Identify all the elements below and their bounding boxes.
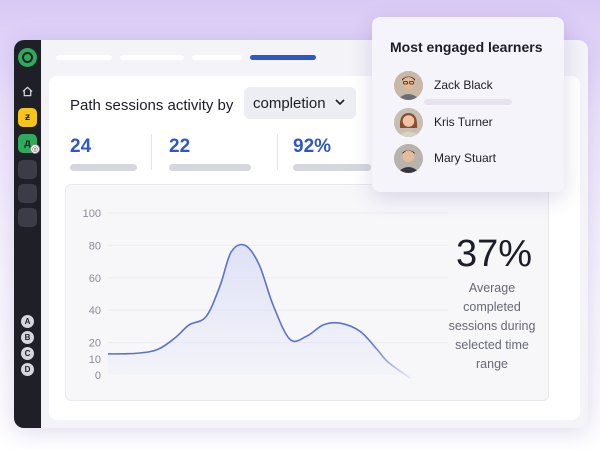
home-icon-glyph (22, 86, 33, 97)
app-logo[interactable] (18, 48, 37, 67)
metric-dropdown[interactable]: completion (244, 87, 356, 119)
kpi-bar (70, 164, 137, 171)
kpi-completion-rate: 92% (293, 136, 371, 171)
learner-item[interactable]: Zack Black (394, 70, 493, 100)
series-area (108, 244, 411, 379)
kpi-value: 22 (169, 136, 191, 157)
kpi-bar (293, 164, 371, 171)
metric-dropdown-value: completion (253, 94, 326, 112)
home-icon[interactable] (18, 82, 37, 101)
chart-card: 0 10 20 40 60 80 100 37% Average completed ses… (65, 184, 549, 401)
status-badge: ◎ (30, 144, 40, 154)
activity-chart: 0 10 20 40 60 80 100 (83, 208, 448, 382)
y-tick-label: 10 (89, 354, 101, 366)
y-tick-label: 80 (89, 240, 101, 252)
y-tick-label: 20 (89, 338, 101, 350)
panel-title: Path sessions activity by (70, 97, 234, 114)
sidebar-item-placeholder[interactable] (18, 184, 37, 203)
sidebar-letter-b[interactable]: B (21, 331, 34, 344)
divider (277, 134, 278, 170)
sidebar-letter-a[interactable]: A (21, 315, 34, 328)
summary-percent: 37% (455, 233, 533, 275)
learner-name: Zack Black (434, 78, 493, 92)
background-placeholder (424, 99, 512, 105)
learner-name: Mary Stuart (434, 151, 497, 165)
kpi-sessions: 24 (70, 136, 137, 171)
avatar (394, 70, 423, 100)
tab-placeholder[interactable] (56, 55, 112, 60)
sidebar-letter-d[interactable]: D (21, 363, 34, 376)
tab-placeholder[interactable] (192, 55, 242, 60)
sidebar: ƶ д ◎ A B C D (14, 40, 41, 428)
summary-description: Average completed sessions during select… (448, 281, 536, 371)
y-tick-label: 60 (89, 273, 101, 285)
kpi-value: 24 (70, 136, 92, 157)
y-tick-label: 0 (95, 370, 101, 382)
series-line (107, 243, 411, 379)
tab-placeholder[interactable] (120, 55, 184, 60)
avatar-photo (394, 107, 423, 137)
divider (151, 134, 152, 170)
avatar (394, 107, 423, 137)
most-engaged-learners-card: Most engaged learners Zack Black Kris Tu (372, 17, 564, 192)
kpi-completed: 22 (169, 136, 251, 171)
avatar (394, 143, 423, 173)
sidebar-item-placeholder[interactable] (18, 160, 37, 179)
kpi-bar (169, 164, 251, 171)
learners-title: Most engaged learners (390, 39, 543, 55)
sidebar-item-placeholder[interactable] (18, 208, 37, 227)
avatar-photo (394, 70, 423, 100)
y-tick-label: 40 (89, 305, 101, 317)
sidebar-letter-c[interactable]: C (21, 347, 34, 360)
learner-item[interactable]: Kris Turner (394, 107, 493, 137)
kpi-value: 92% (293, 136, 332, 157)
sidebar-item-yellow-app[interactable]: ƶ (18, 108, 37, 127)
learner-name: Kris Turner (434, 115, 493, 129)
learner-item[interactable]: Mary Stuart (394, 143, 496, 173)
avatar-photo (394, 143, 423, 173)
chevron-down-icon (335, 99, 345, 106)
tab-active[interactable] (250, 55, 316, 60)
y-tick-label: 100 (83, 208, 101, 220)
